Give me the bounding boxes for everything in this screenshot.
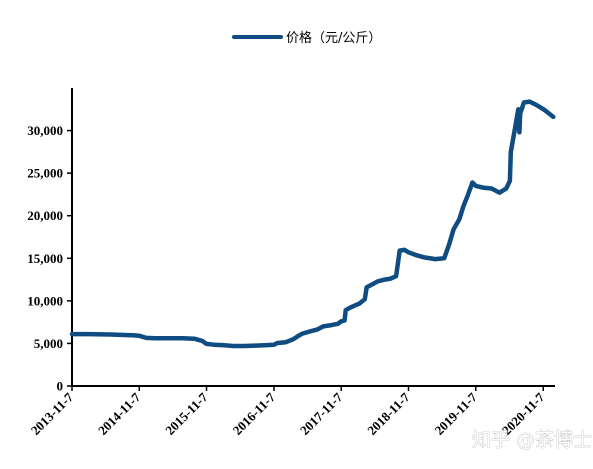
series-layer [69,99,556,349]
x-tick-label: 2015-11-7 [162,389,211,438]
x-tick-label: 2017-11-7 [297,389,346,438]
y-tick-label: 15,000 [27,251,63,266]
legend: 价格（元/公斤） [232,30,381,46]
axes [71,88,555,387]
y-tick-label: 30,000 [27,123,63,138]
y-axis-ticks: 0 5,000 10,000 15,000 20,000 25,000 30,000 [27,123,72,394]
y-tick-label: 5,000 [34,336,63,351]
x-tick-label: 2013-11-7 [28,389,77,438]
y-tick-label: 25,000 [27,166,63,181]
price-series-line [69,99,556,349]
x-tick-label: 2018-11-7 [364,389,413,438]
watermark: 知乎 @茶博士 [472,429,592,451]
x-tick-label: 2014-11-7 [95,389,144,438]
x-axis-ticks: 2013-11-7 2014-11-7 2015-11-7 2016-11-7 2017… [28,386,548,438]
x-tick-label: 2016-11-7 [230,389,279,438]
y-tick-label: 0 [57,379,64,394]
y-tick-label: 10,000 [27,293,63,308]
legend-label: 价格（元/公斤） [286,30,381,46]
y-tick-label: 20,000 [27,208,63,223]
